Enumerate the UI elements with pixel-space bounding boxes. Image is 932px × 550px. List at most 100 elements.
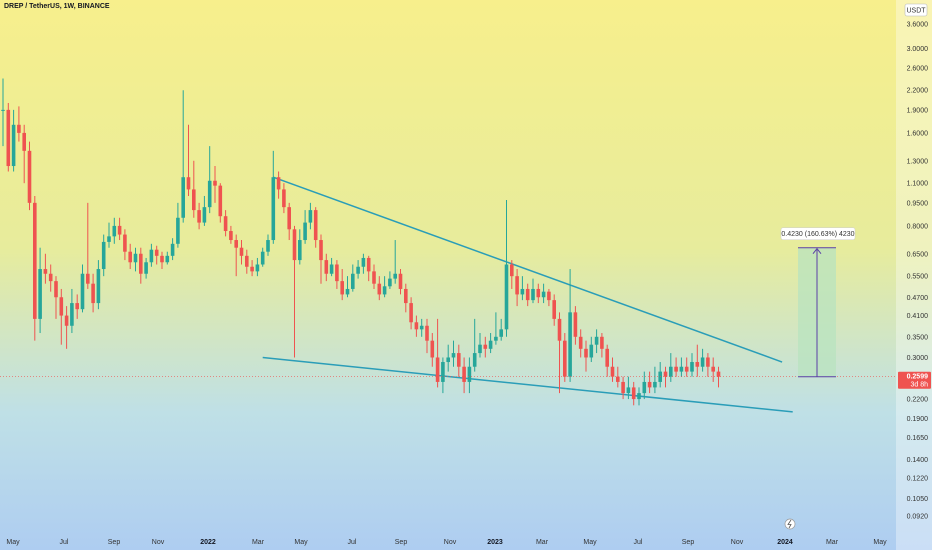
candle-body (435, 357, 440, 382)
y-tick-label: 0.8000 (907, 223, 929, 230)
x-tick-label: Mar (252, 539, 265, 546)
countdown-label: 3d 8h (910, 382, 928, 389)
candle-body (494, 336, 498, 341)
candle-body (706, 357, 710, 367)
candle-body (213, 180, 217, 186)
candle-body (457, 353, 461, 367)
candle-body (557, 318, 562, 341)
y-tick-label: 0.6500 (907, 251, 929, 258)
candle-body (64, 315, 69, 326)
candle-body (11, 124, 16, 167)
candle-body (345, 288, 350, 295)
x-tick-label: Jul (60, 539, 69, 546)
candle-body (170, 243, 175, 256)
candle-body (674, 366, 678, 372)
candle-body (441, 362, 445, 382)
candle-body (107, 236, 111, 242)
candle-body (276, 177, 281, 190)
x-tick-label: 2022 (200, 539, 216, 546)
candle-body (700, 357, 705, 367)
candle-body (716, 371, 721, 377)
x-tick-label: May (6, 539, 20, 546)
candle-body (139, 253, 143, 274)
candle-body (684, 366, 689, 372)
candle-body (229, 231, 233, 241)
candle-body (663, 371, 668, 377)
candle-body (451, 353, 456, 358)
candle-body (419, 325, 424, 330)
candle-body (43, 269, 48, 274)
candle-body (616, 376, 620, 382)
candle-body (197, 210, 201, 223)
candle-body (552, 300, 556, 319)
y-tick-label: 0.9500 (907, 200, 929, 207)
candle-body (303, 222, 307, 241)
candle-body (515, 276, 519, 295)
candle-body (96, 269, 101, 304)
candle-body (605, 348, 609, 367)
candle-body (160, 255, 164, 263)
y-tick-label: 0.4100 (907, 313, 929, 320)
measure-label-box (780, 227, 856, 240)
x-tick-label: Mar (826, 539, 839, 546)
x-tick-label: May (294, 539, 308, 546)
candle-body (647, 381, 652, 388)
candle-body (149, 249, 154, 263)
candle-body (563, 340, 567, 377)
candle-body (594, 336, 599, 345)
candle-body (27, 150, 32, 203)
candle-body (324, 260, 329, 274)
candle-body (393, 273, 397, 279)
y-tick-label: 0.1400 (907, 457, 929, 464)
candle-body (308, 210, 313, 223)
candle-body (207, 180, 212, 208)
y-tick-label: 3.6000 (907, 22, 929, 29)
y-tick-label: 0.3000 (907, 355, 929, 362)
candle-body (356, 266, 360, 274)
candle-body (80, 273, 85, 310)
candle-body (711, 366, 715, 372)
y-tick-label: 0.3500 (907, 334, 929, 341)
candle-body (631, 387, 636, 400)
x-tick-label: May (583, 539, 597, 546)
candle-body (510, 264, 514, 277)
candle-body (536, 288, 541, 298)
candle-body (398, 273, 403, 289)
candle-body (133, 253, 138, 263)
candle-body (467, 366, 472, 382)
x-tick-label: Nov (444, 539, 457, 546)
y-tick-label: 0.1050 (907, 496, 929, 503)
candle-body (298, 240, 302, 261)
candle-body (17, 124, 21, 133)
candle-body (483, 344, 488, 349)
candle-body (462, 366, 466, 382)
candle-body (531, 288, 535, 301)
candle-body (409, 303, 413, 323)
candle-body (218, 185, 223, 217)
candle-body (335, 264, 339, 282)
candle-body (366, 257, 371, 272)
currency-label: USDT (906, 8, 926, 15)
candle-body (245, 255, 249, 267)
lightning-icon-glyph (787, 519, 792, 529)
candle-body (653, 381, 657, 388)
y-tick-label: 1.3000 (907, 158, 929, 165)
y-tick-label: 2.2000 (907, 88, 929, 95)
candle-body (340, 281, 344, 295)
candle-body (637, 393, 641, 400)
candle-body (255, 264, 260, 272)
candle-body (186, 177, 191, 190)
measure-label: 0.4230 (160.63%) 4230 (781, 231, 854, 238)
candle-body (192, 189, 196, 211)
candle-body (313, 210, 318, 241)
upper-trendline (273, 176, 783, 363)
candle-body (414, 322, 419, 330)
candle-body (478, 344, 482, 354)
x-tick-label: 2024 (777, 539, 793, 546)
candle-body (573, 312, 578, 337)
candle-body (690, 362, 694, 372)
candle-body (271, 177, 276, 241)
candle-body (695, 362, 700, 367)
